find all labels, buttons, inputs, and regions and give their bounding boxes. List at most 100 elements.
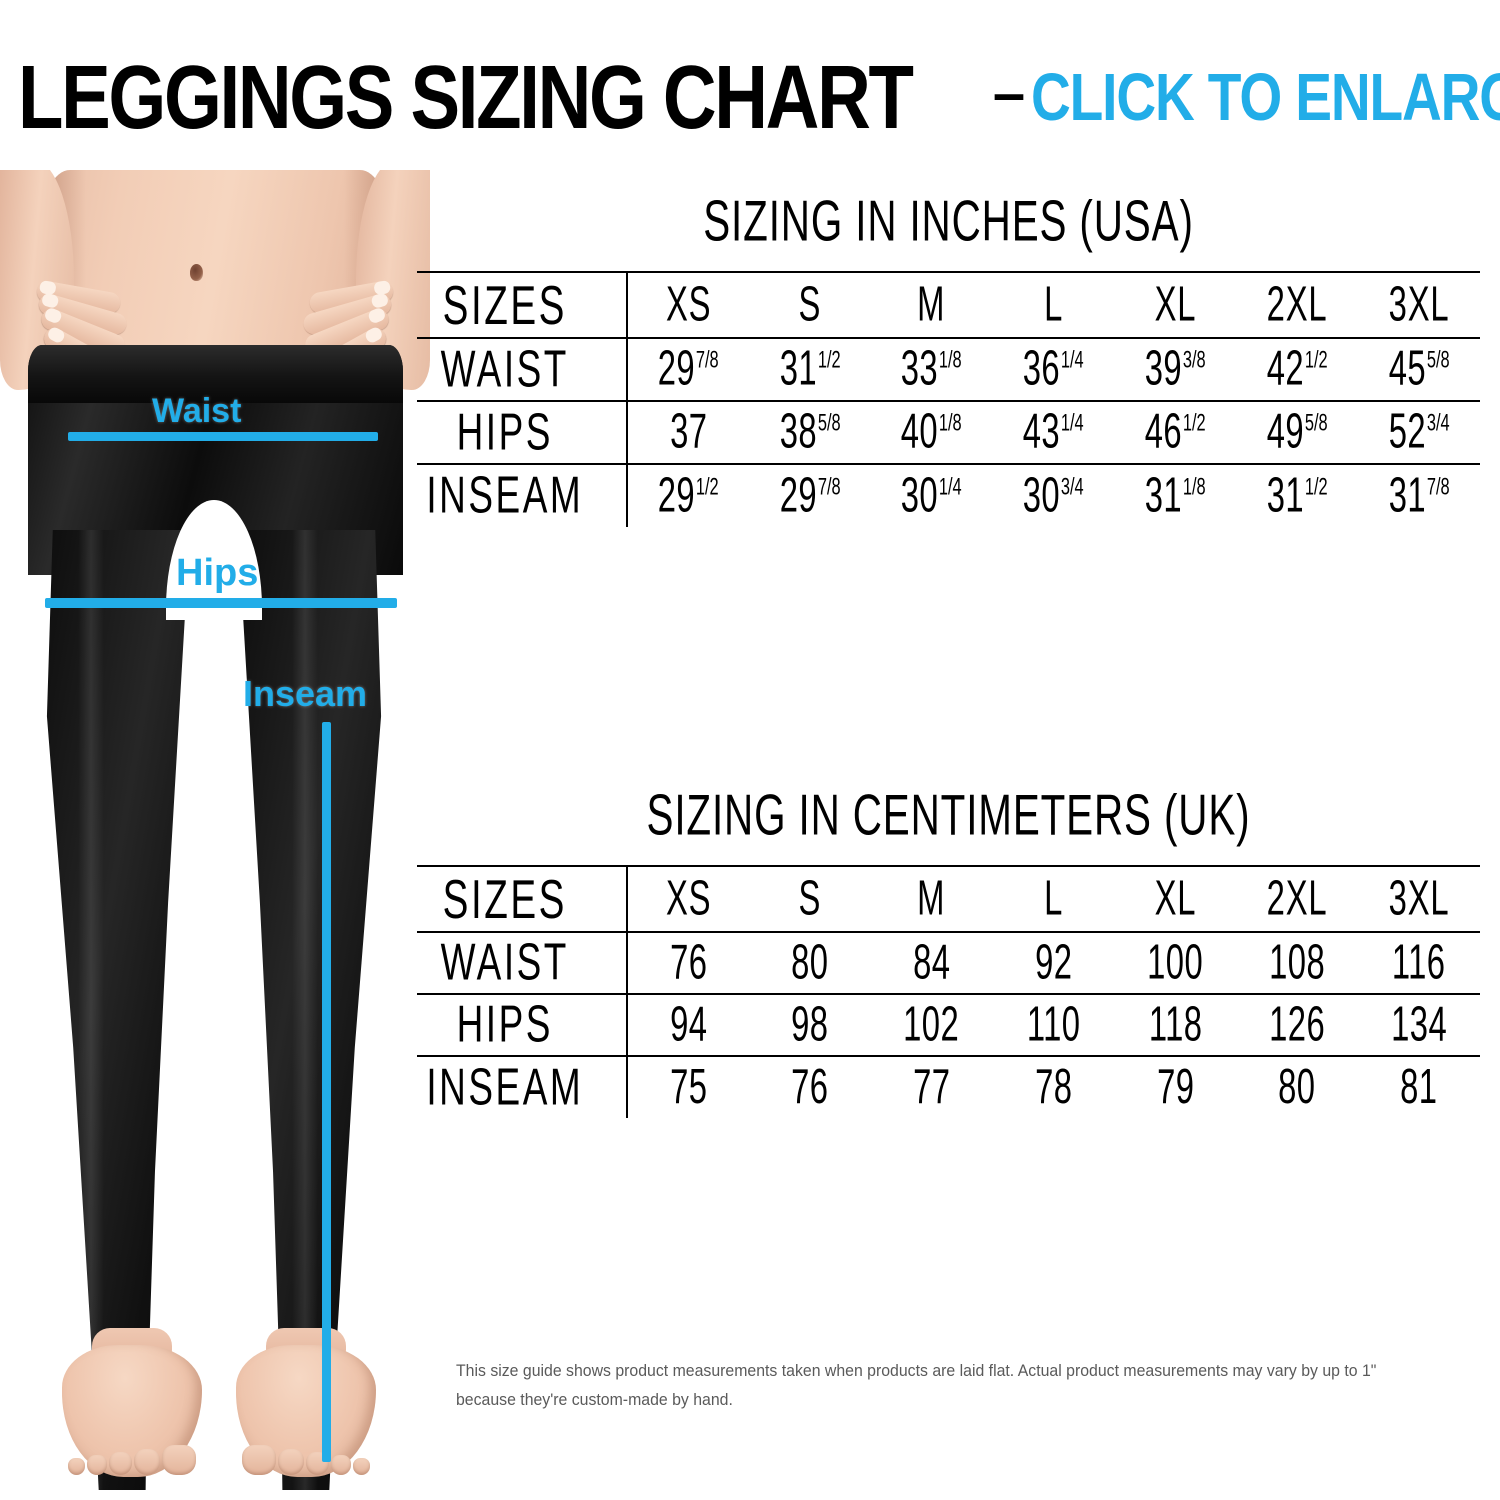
fraction: 3/4 (1426, 409, 1450, 437)
cell-waist-2xl: 108 (1236, 932, 1359, 996)
column-header-xl: XL (1114, 271, 1237, 340)
column-header-l: L (992, 271, 1115, 340)
fraction: 1/4 (939, 473, 963, 501)
size-table-inches: SIZES XS S M L XL 2XL 3XL WAIST 297/8 311/2 331/8 36… (417, 265, 1480, 534)
cell-waist-l: 361/4 (992, 338, 1115, 403)
fraction: 1/2 (1304, 473, 1328, 501)
cell-waist-xl: 393/8 (1114, 338, 1237, 403)
page-title-main: LEGGINGS SIZING CHART (18, 47, 914, 148)
size-guide-disclaimer: This size guide shows product measuremen… (456, 1362, 1377, 1409)
cell-waist-l: 92 (992, 932, 1115, 996)
cell-waist-xs: 297/8 (627, 338, 749, 403)
cell-hips-xs: 37 (627, 401, 749, 466)
cell-waist-3xl: 455/8 (1358, 338, 1480, 403)
table-row: HIPS 94 98 102 110 118 126 134 (417, 988, 1480, 1064)
cell-hips-s: 385/8 (748, 401, 871, 466)
fraction: 1/8 (939, 346, 963, 374)
cell-waist-3xl: 116 (1358, 932, 1480, 996)
fraction: 5/8 (817, 409, 841, 437)
fraction: 3/4 (1061, 473, 1084, 501)
cell-hips-xl: 461/2 (1114, 401, 1237, 466)
title-separator: – (992, 61, 1026, 126)
hips-measure-line (45, 598, 397, 608)
column-header-xs: XS (627, 271, 749, 340)
column-header-s: S (748, 271, 871, 340)
toe (162, 1445, 196, 1475)
cell-waist-2xl: 421/2 (1236, 338, 1359, 403)
cell-waist-m: 331/8 (870, 338, 993, 403)
fraction: 1/8 (939, 409, 963, 437)
row-label-inseam: INSEAM (417, 458, 595, 534)
cell-inseam-3xl: 81 (1400, 1060, 1438, 1115)
row-label-waist: WAIST (417, 926, 595, 1002)
cell-inseam-2xl: 80 (1278, 1060, 1316, 1115)
table-header-row: SIZES XS S M L XL 2XL 3XL (417, 859, 1480, 940)
leggings-waistband (28, 345, 403, 403)
cell-hips-s: 98 (748, 994, 871, 1058)
navel (190, 264, 203, 281)
toe (242, 1445, 276, 1475)
row-label-inseam: INSEAM (417, 1050, 595, 1124)
inseam-measure-line (322, 722, 331, 1462)
cell-waist-xl: 100 (1114, 932, 1237, 996)
fraction: 1/4 (1061, 346, 1084, 374)
table-row: WAIST 76 80 84 92 100 108 116 (417, 926, 1480, 1002)
fraction: 7/8 (696, 346, 719, 374)
fraction: 1/2 (1304, 346, 1328, 374)
column-header-m: M (870, 865, 993, 934)
cell-waist-s: 80 (748, 932, 871, 996)
cell-inseam-xs: 75 (669, 1060, 708, 1115)
cell-hips-m: 102 (870, 994, 993, 1058)
toe (134, 1449, 160, 1475)
column-header-xl: XL (1114, 865, 1237, 934)
cell-inseam-s: 76 (791, 1060, 829, 1115)
cell-inseam-l: 303/4 (1022, 468, 1084, 523)
cell-hips-2xl: 495/8 (1236, 401, 1359, 466)
model-foot-left (62, 1345, 202, 1477)
column-header-3xl: 3XL (1358, 271, 1480, 340)
column-header-xs: XS (627, 865, 749, 934)
cell-hips-3xl: 134 (1358, 994, 1480, 1058)
click-to-enlarge-label[interactable]: CLICK TO ENLARGE (1031, 60, 1500, 135)
waist-measure-line (68, 432, 378, 441)
fraction: 1/2 (696, 473, 719, 501)
fraction: 1/8 (1182, 473, 1206, 501)
table-row: HIPS 37 385/8 401/8 431/4 461/2 495/8 523/4 (417, 395, 1480, 472)
column-header-s: S (748, 865, 871, 934)
column-header-l: L (992, 865, 1115, 934)
toe (109, 1452, 132, 1475)
cell-hips-l: 110 (992, 994, 1115, 1058)
section-title-inches: SIZING IN INCHES (USA) (703, 188, 1194, 253)
cell-waist-s: 311/2 (748, 338, 871, 403)
toe (278, 1449, 304, 1475)
fraction: 5/8 (1304, 409, 1328, 437)
fraction: 7/8 (817, 473, 841, 501)
cell-inseam-xl: 311/8 (1144, 468, 1206, 523)
cell-hips-m: 401/8 (870, 401, 993, 466)
row-label-waist: WAIST (417, 332, 595, 409)
cell-inseam-2xl: 311/2 (1266, 468, 1328, 523)
page-title: LEGGINGS SIZING CHART – CLICK TO ENLARGE (18, 47, 1500, 148)
sizing-section-centimeters: SIZING IN CENTIMETERS (UK) SIZES XS S M L XL 2… (417, 784, 1480, 1124)
fraction: 7/8 (1426, 473, 1450, 501)
cell-inseam-xs: 291/2 (657, 468, 719, 523)
fraction: 1/4 (1061, 409, 1084, 437)
cell-inseam-m: 77 (912, 1060, 951, 1115)
leggings-illustration[interactable]: Waist Hips Inseam (0, 170, 430, 1490)
table-header-row: SIZES XS S M L XL 2XL 3XL (417, 265, 1480, 346)
row-label-hips: HIPS (417, 395, 595, 472)
table-header-sizes-label: SIZES (417, 265, 595, 346)
cell-hips-3xl: 523/4 (1358, 401, 1480, 466)
fraction: 1/2 (817, 346, 841, 374)
section-title-centimeters: SIZING IN CENTIMETERS (UK) (646, 782, 1251, 847)
toe (87, 1455, 107, 1475)
cell-hips-2xl: 126 (1236, 994, 1359, 1058)
cell-inseam-3xl: 317/8 (1388, 468, 1450, 523)
inseam-measure-label: Inseam (243, 673, 368, 714)
column-header-3xl: 3XL (1358, 865, 1480, 934)
fraction: 1/2 (1182, 409, 1206, 437)
table-row: WAIST 297/8 311/2 331/8 361/4 393/8 421/2 455/8 (417, 332, 1480, 409)
fraction: 3/8 (1182, 346, 1206, 374)
toe (68, 1458, 85, 1475)
